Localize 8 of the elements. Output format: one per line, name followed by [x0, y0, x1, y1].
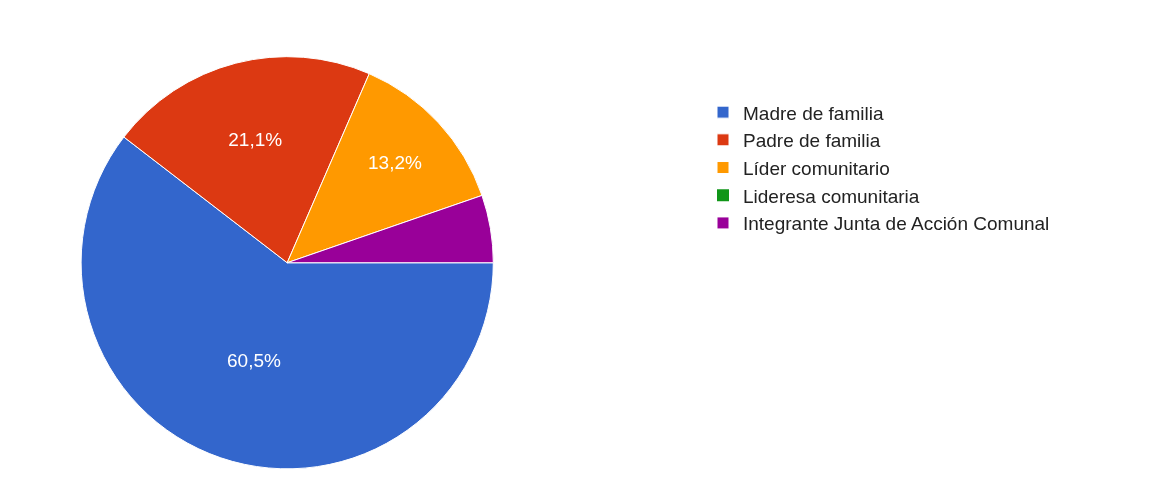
- legend-label: Integrante Junta de Acción Comunal: [743, 213, 1050, 235]
- legend-label: Madre de familia: [743, 102, 884, 124]
- data-label: 60,5%: [227, 349, 281, 371]
- data-label: 21,1%: [228, 128, 283, 150]
- data-label: 13,2%: [368, 152, 423, 174]
- legend-label: Líder comunitario: [743, 157, 890, 179]
- legend-label: Padre de familia: [743, 130, 881, 152]
- legend-label: Lideresa comunitaria: [743, 185, 920, 207]
